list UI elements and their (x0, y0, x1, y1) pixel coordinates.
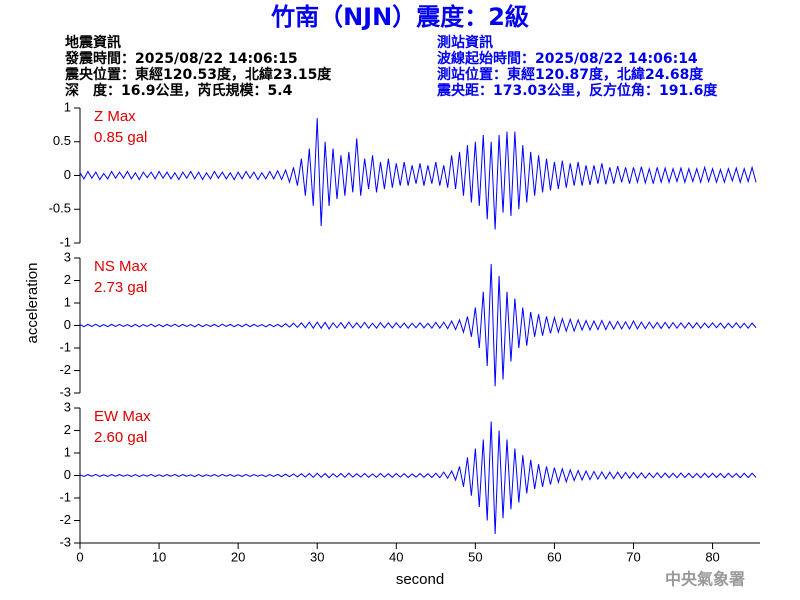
x-tick-label: 50 (468, 549, 482, 564)
waveform (79, 421, 757, 535)
y-tick-label: 1 (64, 444, 71, 459)
max-value: 2.60 gal (94, 429, 147, 446)
footer: 中央氣象署 (665, 570, 745, 589)
max-label: EW Max (94, 408, 151, 425)
y-tick-label: -2 (59, 512, 71, 527)
info-line: 波線起始時間：2025/08/22 14:06:14 (437, 50, 698, 67)
y-tick-label: -3 (59, 534, 71, 549)
y-tick-label: -3 (59, 384, 71, 399)
waveform (79, 264, 757, 387)
x-tick-label: 40 (389, 549, 403, 564)
max-label: NS Max (94, 258, 148, 275)
info-line: 震央距：173.03公里，反方位角：191.6度 (436, 82, 718, 99)
x-tick-label: 0 (76, 549, 83, 564)
x-tick-label: 80 (705, 549, 719, 564)
y-tick-label: 3 (64, 399, 71, 414)
y-tick-label: -1 (59, 339, 71, 354)
info-line: 震央位置：東經120.53度，北緯23.15度 (64, 66, 332, 83)
event-info: 地震資訊 發震時間：2025/08/22 14:06:15 震央位置：東經120… (64, 34, 332, 99)
y-tick-label: 1 (64, 99, 71, 114)
y-tick-label: -2 (59, 362, 71, 377)
y-tick-label: 0 (64, 167, 71, 182)
waveform (79, 118, 757, 230)
x-tick-label: 20 (231, 549, 245, 564)
info-line: 深 度：16.9公里，芮氏規模：5.4 (65, 82, 293, 99)
y-tick-label: -1 (59, 489, 71, 504)
x-axis-label: second (396, 571, 444, 588)
y-tick-label: 1 (64, 294, 71, 309)
title: 竹南（NJN）震度：2級 (270, 3, 529, 31)
info-line: 地震資訊 (65, 34, 121, 51)
x-tick-label: 10 (152, 549, 166, 564)
y-tick-label: 0 (64, 317, 71, 332)
y-tick-label: -1 (59, 234, 71, 249)
y-tick-label: -0.5 (49, 201, 71, 216)
station-info: 測站資訊 波線起始時間：2025/08/22 14:06:14 測站位置：東經1… (436, 34, 718, 99)
y-tick-label: 2 (64, 272, 71, 287)
info-line: 測站位置：東經120.87度，北緯24.68度 (437, 66, 704, 83)
max-label: Z Max (94, 108, 136, 125)
max-value: 0.85 gal (94, 129, 147, 146)
y-tick-label: 0.5 (53, 133, 71, 148)
info-line: 測站資訊 (437, 34, 493, 51)
max-value: 2.73 gal (94, 279, 147, 296)
x-tick-label: 30 (310, 549, 324, 564)
y-axis-label: acceleration (24, 263, 41, 344)
x-tick-label: 70 (626, 549, 640, 564)
y-tick-label: 2 (64, 422, 71, 437)
x-tick-label: 60 (547, 549, 561, 564)
y-tick-label: 0 (64, 467, 71, 482)
y-tick-label: 3 (64, 249, 71, 264)
info-line: 發震時間：2025/08/22 14:06:15 (64, 50, 298, 67)
